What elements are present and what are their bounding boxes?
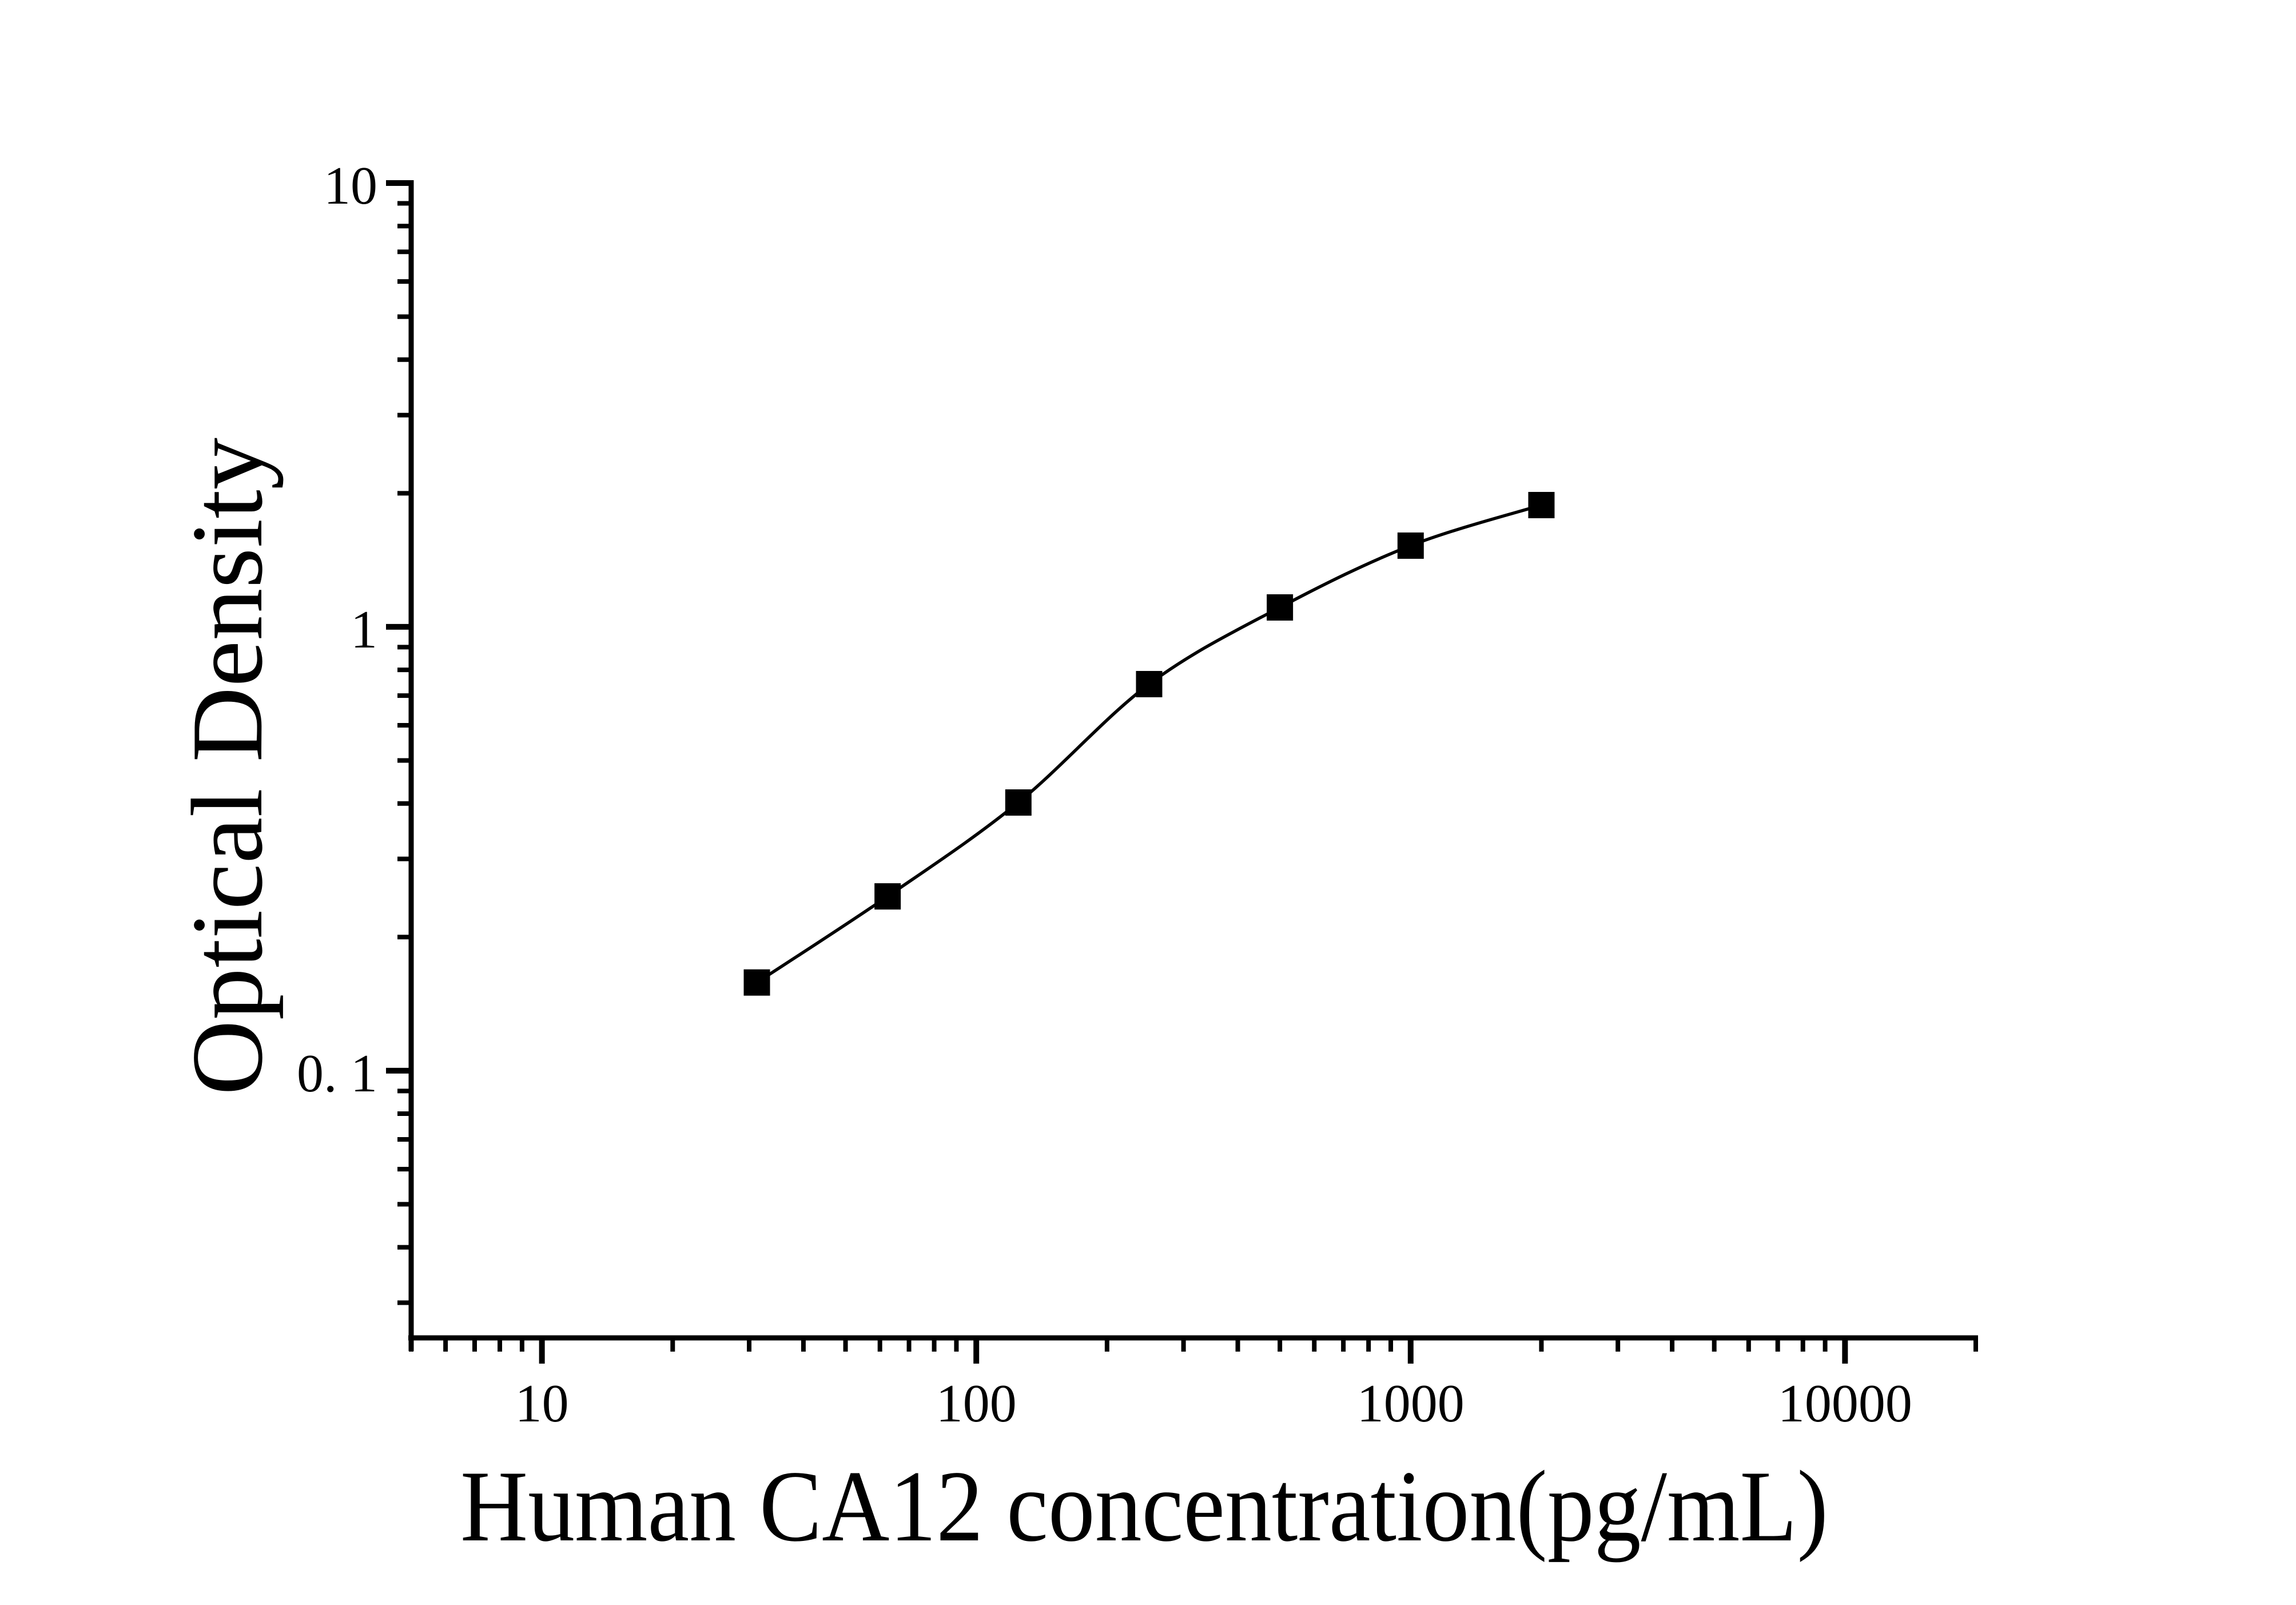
y-tick-label: 0. 1	[297, 1044, 377, 1103]
y-tick-label: 10	[324, 156, 377, 216]
y-tick-label: 1	[351, 600, 377, 660]
tick-labels-layer: 10 100 1000 10000 10 1 0. 1	[297, 156, 1912, 1433]
x-axis-title: Human CA12 concentration(pg/mL)	[460, 1449, 1828, 1563]
data-point-marker	[1267, 594, 1294, 621]
x-tick-label: 1000	[1357, 1374, 1465, 1433]
axes-layer	[386, 180, 1978, 1364]
data-points-layer	[743, 492, 1555, 996]
data-point-marker	[1136, 671, 1163, 698]
data-point-marker	[1397, 532, 1424, 559]
x-tick-label: 100	[936, 1374, 1017, 1433]
data-point-marker	[874, 883, 901, 910]
data-point-marker	[1528, 492, 1555, 519]
data-point-marker	[743, 969, 770, 996]
x-tick-label: 10	[515, 1374, 569, 1433]
y-axis-title: Optical Density	[170, 438, 284, 1095]
data-point-marker	[1005, 789, 1032, 816]
x-tick-label: 10000	[1778, 1374, 1912, 1433]
